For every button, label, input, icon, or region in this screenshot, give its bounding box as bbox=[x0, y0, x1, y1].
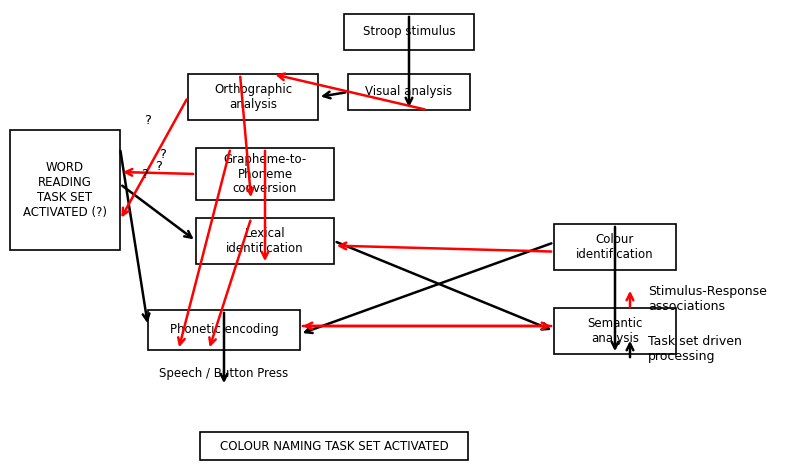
Text: COLOUR NAMING TASK SET ACTIVATED: COLOUR NAMING TASK SET ACTIVATED bbox=[220, 439, 448, 453]
Text: ?: ? bbox=[155, 160, 162, 173]
Text: Stroop stimulus: Stroop stimulus bbox=[362, 25, 455, 39]
Text: Task set driven
processing: Task set driven processing bbox=[648, 335, 742, 363]
Text: Colour
identification: Colour identification bbox=[576, 233, 654, 261]
Text: Orthographic
analysis: Orthographic analysis bbox=[214, 83, 292, 111]
FancyBboxPatch shape bbox=[196, 148, 334, 200]
Text: WORD
READING
TASK SET
ACTIVATED (?): WORD READING TASK SET ACTIVATED (?) bbox=[23, 161, 107, 219]
Text: Visual analysis: Visual analysis bbox=[366, 86, 453, 98]
Text: Grapheme-to-
Phoneme
conversion: Grapheme-to- Phoneme conversion bbox=[223, 153, 306, 195]
FancyBboxPatch shape bbox=[344, 14, 474, 50]
Text: ?: ? bbox=[159, 148, 166, 162]
FancyBboxPatch shape bbox=[200, 432, 468, 460]
Text: Stimulus-Response
associations: Stimulus-Response associations bbox=[648, 285, 767, 313]
FancyBboxPatch shape bbox=[188, 74, 318, 120]
FancyBboxPatch shape bbox=[196, 218, 334, 264]
Text: Speech / Button Press: Speech / Button Press bbox=[159, 367, 289, 381]
FancyBboxPatch shape bbox=[348, 74, 470, 110]
Text: Semantic
analysis: Semantic analysis bbox=[587, 317, 642, 345]
FancyBboxPatch shape bbox=[148, 310, 300, 350]
FancyBboxPatch shape bbox=[554, 308, 676, 354]
FancyBboxPatch shape bbox=[10, 130, 120, 250]
Text: Lexical
identification: Lexical identification bbox=[226, 227, 304, 255]
Text: ?: ? bbox=[142, 168, 149, 180]
Text: ?: ? bbox=[145, 114, 151, 127]
FancyBboxPatch shape bbox=[554, 224, 676, 270]
Text: Phonetic encoding: Phonetic encoding bbox=[170, 324, 278, 336]
